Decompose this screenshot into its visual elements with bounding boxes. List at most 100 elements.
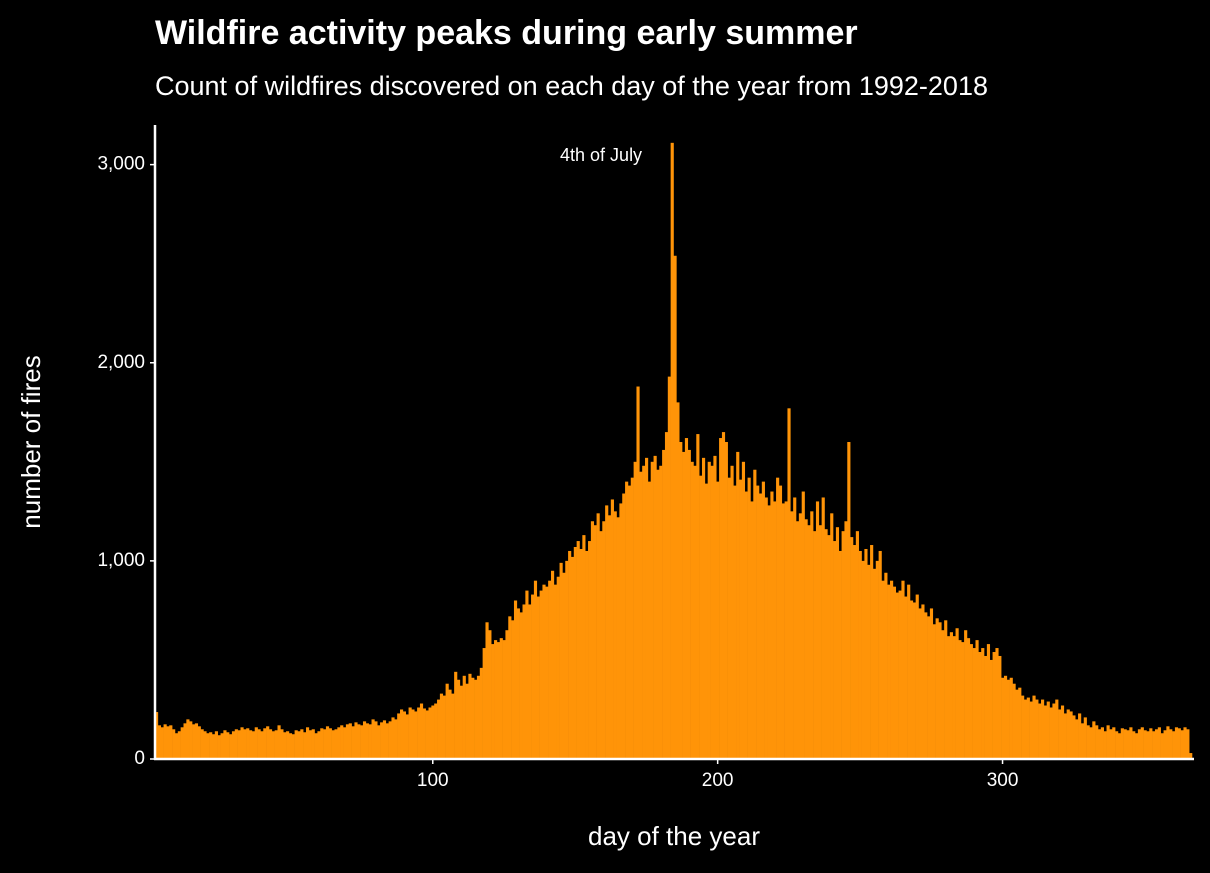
bar (1109, 729, 1113, 759)
bar (747, 477, 751, 759)
bar (1169, 729, 1173, 759)
bar (462, 675, 466, 759)
bar (741, 461, 746, 759)
bar (801, 491, 805, 759)
bar (249, 730, 253, 759)
bar (1097, 729, 1102, 759)
bar (508, 616, 512, 759)
bar (736, 451, 740, 759)
bar (1038, 703, 1042, 759)
bar (172, 729, 176, 759)
bar (707, 461, 711, 759)
bar (701, 457, 706, 759)
bar (824, 529, 828, 759)
bar (827, 535, 831, 759)
bar (548, 580, 552, 759)
bar (231, 731, 236, 759)
bar (978, 652, 982, 759)
bar (308, 730, 312, 759)
bar (721, 432, 726, 759)
bar (921, 604, 925, 759)
bar (400, 709, 404, 759)
bar (1009, 677, 1013, 759)
annotation: 4th of July (560, 145, 642, 165)
bar (590, 521, 595, 759)
bar (781, 503, 785, 759)
bar (870, 545, 874, 759)
bar (531, 594, 535, 759)
bar (545, 586, 549, 759)
bar (539, 590, 543, 759)
bar (1049, 707, 1053, 759)
bar (1046, 701, 1050, 759)
bar (1135, 733, 1139, 759)
bar (616, 517, 620, 759)
bar (758, 493, 763, 759)
bar (1078, 713, 1082, 759)
bar (479, 667, 483, 759)
bar (192, 724, 196, 759)
bar (684, 438, 689, 759)
bar (875, 560, 879, 759)
x-axis-label: day of the year (588, 821, 760, 851)
bar (887, 584, 891, 759)
bar (394, 719, 398, 759)
bar (305, 727, 310, 759)
bar (1143, 730, 1147, 759)
bar (385, 723, 389, 759)
bar (414, 711, 418, 759)
bar (1189, 753, 1193, 759)
bar (858, 550, 862, 759)
bar (867, 564, 871, 759)
bar (468, 673, 472, 759)
bar (297, 731, 301, 759)
bar (958, 640, 962, 759)
bar (388, 721, 392, 759)
bar (431, 705, 435, 759)
bar (368, 724, 372, 759)
bar (408, 707, 412, 759)
bar (343, 727, 347, 759)
bar (476, 675, 481, 759)
bar (345, 724, 350, 759)
bar (243, 729, 247, 759)
bar (1021, 695, 1025, 759)
bar (1026, 697, 1030, 759)
bar (283, 732, 287, 759)
bar (924, 612, 928, 759)
bar (251, 731, 256, 759)
bar (593, 525, 597, 759)
bar (522, 604, 526, 759)
bar (280, 729, 284, 759)
bar (1055, 699, 1059, 759)
bar (898, 590, 902, 759)
bar (277, 725, 281, 759)
bar (565, 560, 569, 759)
bar (582, 535, 586, 759)
bar (1075, 719, 1079, 759)
bar (362, 721, 367, 759)
bar (704, 483, 708, 759)
bar (434, 703, 438, 759)
bar (1177, 728, 1181, 759)
bar (679, 442, 683, 759)
bar (186, 719, 190, 759)
bar (852, 545, 857, 759)
bar (1172, 731, 1176, 759)
bar (790, 511, 794, 759)
bar (471, 677, 475, 759)
bar (360, 725, 364, 759)
bar (1157, 727, 1161, 759)
bar (807, 525, 811, 759)
bar (211, 734, 216, 759)
bar (995, 648, 999, 759)
bar (174, 733, 179, 759)
bar (1035, 699, 1039, 759)
bar (946, 636, 951, 759)
bar (1106, 725, 1110, 759)
bar (907, 584, 911, 759)
bar (1186, 729, 1190, 759)
bar (850, 537, 854, 759)
bar (525, 590, 529, 759)
bar (673, 255, 677, 759)
